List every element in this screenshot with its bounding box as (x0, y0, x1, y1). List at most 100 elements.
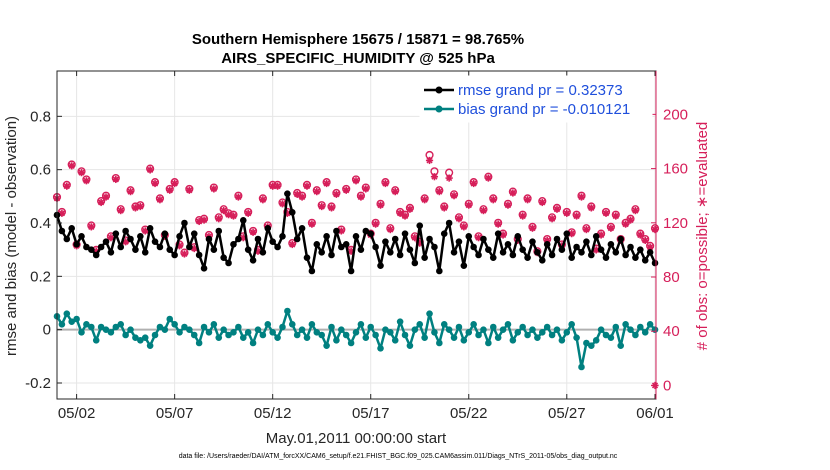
y-right-tick-label: 120 (663, 215, 688, 232)
rmse-data-point (63, 235, 71, 243)
bias-data-point (391, 337, 399, 344)
evaluated-obs-marker (293, 190, 301, 198)
bias-data-point (181, 323, 188, 331)
evaluated-obs-marker (528, 224, 537, 232)
bias-data-point (97, 323, 105, 331)
evaluated-obs-marker (82, 177, 91, 185)
rmse-data-point (509, 251, 517, 259)
evaluated-obs-marker (450, 192, 458, 200)
bias-data-point (529, 326, 536, 333)
rmse-data-point (318, 249, 325, 256)
y-right-tick-label: 80 (663, 269, 680, 286)
bias-data-point (122, 331, 129, 339)
rmse-data-point (249, 257, 257, 264)
evaluated-obs-marker (234, 193, 242, 201)
bias-data-point (303, 334, 311, 341)
evaluated-obs-marker (102, 193, 110, 201)
evaluated-obs-marker (582, 225, 590, 234)
y-tick-label: 0.8 (30, 108, 51, 125)
rmse-data-point (362, 227, 370, 235)
evaluated-obs-marker (494, 220, 502, 228)
rmse-data-point (431, 243, 438, 251)
rmse-data-point (141, 249, 149, 256)
evaluated-obs-marker (215, 215, 223, 223)
rmse-data-point (235, 235, 242, 243)
evaluated-obs-marker (484, 174, 492, 182)
evaluated-obs-marker (386, 225, 394, 234)
bias-data-point (607, 334, 615, 341)
evaluated-obs-marker (372, 220, 380, 228)
bias-data-point (58, 321, 66, 328)
bias-data-point (489, 323, 497, 331)
evaluated-obs-marker (342, 186, 350, 194)
evaluated-obs-marker (357, 193, 365, 201)
bias-data-point (534, 334, 541, 341)
bias-data-point (426, 310, 433, 317)
evaluated-obs-marker (445, 174, 453, 182)
evaluated-obs-marker (362, 185, 370, 193)
bias-data-point (63, 310, 71, 317)
rmse-data-point (519, 246, 526, 253)
bias-data-point (284, 307, 291, 315)
evaluated-obs-marker (489, 196, 497, 204)
x-axis-ticks: 05/02 05/07 05/12 05/17 05/22 05/27 06/01 (58, 71, 674, 422)
bias-data-point (627, 326, 634, 333)
evaluated-obs-marker (308, 220, 316, 228)
bias-data-point (387, 329, 394, 336)
rmse-data-point (460, 262, 468, 269)
bias-data-point (274, 334, 281, 341)
bias-data-point (480, 326, 487, 333)
chart-title-line-2: AIRS_SPECIFIC_HUMIDITY @ 525 hPa (221, 50, 495, 67)
rmse-data-point (529, 238, 536, 245)
bias-data-point (519, 323, 526, 331)
evaluated-obs-marker (430, 173, 439, 181)
evaluated-obs-marker (332, 190, 341, 198)
evaluated-obs-marker (166, 186, 174, 194)
rmse-data-point (58, 227, 66, 235)
rmse-data-point (347, 267, 355, 275)
rmse-data-point (107, 249, 115, 256)
x-tick-label: 06/01 (636, 405, 674, 422)
rmse-data-point (534, 249, 541, 256)
rmse-data-point (146, 225, 154, 232)
obs-count-markers (52, 150, 660, 390)
rmse-data-point (313, 241, 321, 248)
rmse-data-point (587, 251, 595, 259)
rmse-data-point (156, 243, 164, 251)
evaluated-obs-marker (156, 196, 164, 204)
bias-data-point (107, 329, 115, 336)
bias-data-point (254, 326, 262, 333)
evaluated-obs-marker (519, 212, 527, 220)
rmse-data-point (494, 230, 502, 237)
bias-data-point (313, 329, 321, 336)
rmse-data-point (612, 249, 620, 256)
bias-data-point (465, 329, 473, 336)
bias-data-point (450, 334, 458, 341)
evaluated-obs-marker (602, 209, 610, 217)
bias-data-point (538, 329, 546, 336)
rmse-data-point (637, 246, 644, 253)
rmse-data-point (617, 235, 625, 243)
rmse-data-point (88, 246, 95, 253)
rmse-data-point (372, 243, 379, 251)
rmse-data-point (210, 246, 218, 253)
bias-data-point (543, 323, 551, 331)
evaluated-obs-marker (303, 182, 311, 190)
rmse-data-point (264, 225, 272, 232)
rmse-data-point (396, 251, 404, 259)
rmse-data-point (288, 209, 296, 216)
bias-data-point (460, 337, 468, 344)
rmse-data-point (338, 243, 345, 251)
rmse-data-point (548, 251, 556, 259)
bias-data-point (401, 331, 409, 339)
rmse-data-point (323, 233, 330, 240)
bias-data-point (632, 331, 639, 339)
y-right-tick-label: 40 (663, 323, 680, 340)
bias-data-point (563, 329, 571, 336)
bias-data-point (156, 323, 164, 331)
legend-rmse-label: rmse grand pr = 0.32373 (458, 82, 623, 99)
evaluated-obs-marker (553, 205, 561, 213)
bias-data-point (83, 321, 90, 328)
evaluated-obs-marker (249, 228, 257, 236)
evaluated-obs-marker (278, 200, 287, 208)
